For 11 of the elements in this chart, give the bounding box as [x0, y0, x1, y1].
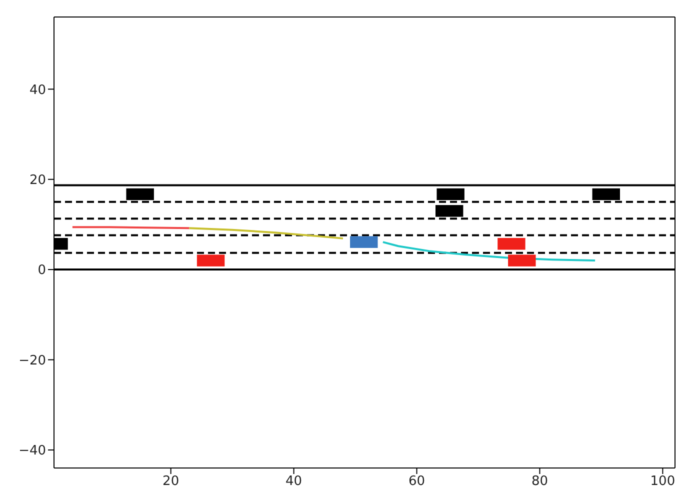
x-tick-label: 100 — [650, 474, 676, 490]
y-tick-label: −20 — [18, 353, 46, 368]
line-series — [188, 227, 344, 240]
y-tick-label: 40 — [29, 82, 46, 98]
x-tick-label: 80 — [531, 474, 548, 490]
x-tick-label: 20 — [162, 474, 180, 490]
y-tick-label: −40 — [18, 444, 46, 459]
x-tick-label: 60 — [408, 474, 426, 490]
y-tick-label: 20 — [29, 172, 46, 188]
x-tick-label: 40 — [286, 474, 302, 490]
y-tick-label: 0 — [38, 263, 46, 278]
